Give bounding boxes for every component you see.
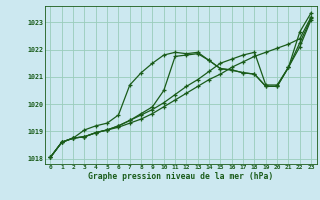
X-axis label: Graphe pression niveau de la mer (hPa): Graphe pression niveau de la mer (hPa) — [88, 172, 273, 181]
